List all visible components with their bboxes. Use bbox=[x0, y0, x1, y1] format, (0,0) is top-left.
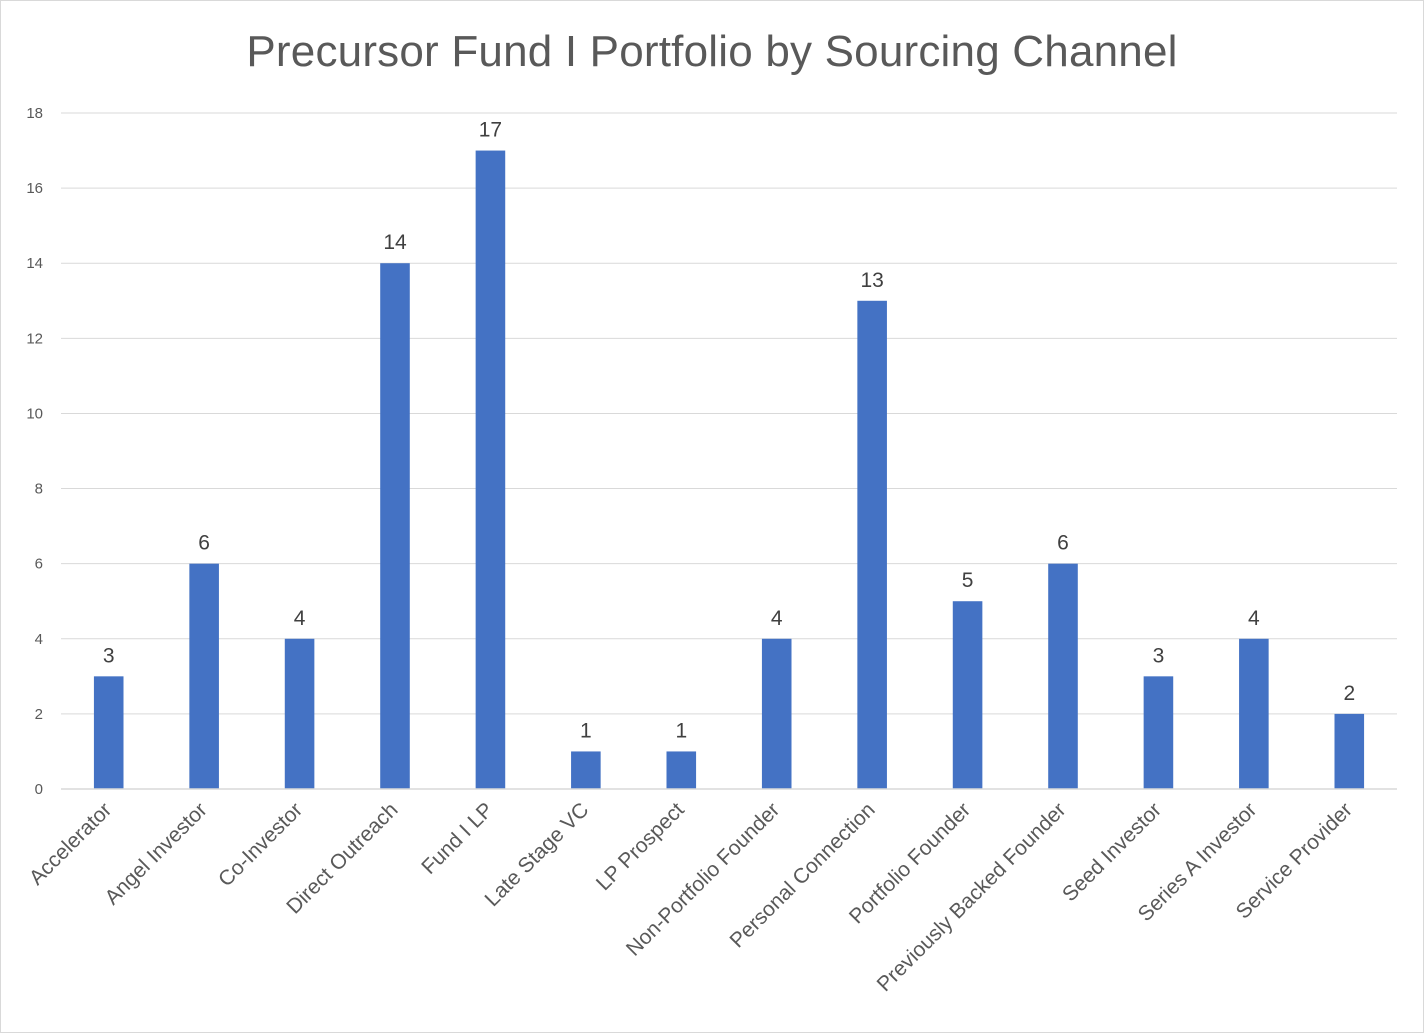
bar bbox=[189, 563, 219, 789]
bar bbox=[952, 601, 983, 789]
bar bbox=[761, 638, 792, 789]
y-tick-label: 10 bbox=[26, 405, 43, 422]
data-label: 2 bbox=[1343, 682, 1355, 705]
data-label: 3 bbox=[103, 644, 115, 667]
data-label: 1 bbox=[580, 719, 592, 742]
bar bbox=[571, 751, 601, 789]
data-label: 4 bbox=[1248, 607, 1260, 630]
y-axis: 0 2 4 6 8 10 12 14 16 18 bbox=[26, 105, 43, 798]
data-label: 4 bbox=[771, 607, 783, 630]
bar bbox=[1048, 563, 1078, 789]
x-tick-label: Fund I LP bbox=[417, 798, 498, 879]
y-tick-label: 16 bbox=[26, 180, 43, 197]
y-tick-label: 6 bbox=[35, 556, 43, 573]
bar bbox=[1143, 676, 1174, 789]
y-tick-label: 4 bbox=[35, 631, 43, 648]
x-tick-label: LP Prospect bbox=[592, 798, 689, 895]
bar bbox=[857, 300, 887, 789]
x-tick-label: Seed Investor bbox=[1058, 798, 1166, 906]
y-tick-label: 8 bbox=[35, 481, 43, 498]
x-tick-label: Late Stage VC bbox=[481, 798, 594, 911]
data-label: 6 bbox=[1057, 532, 1069, 555]
bar bbox=[380, 263, 410, 789]
gridlines bbox=[61, 112, 1397, 715]
y-tick-label: 2 bbox=[35, 706, 43, 723]
data-label: 5 bbox=[962, 569, 974, 592]
bar bbox=[1334, 713, 1365, 789]
x-tick-label: Previously Backed Founder bbox=[873, 798, 1071, 996]
bar bbox=[1239, 638, 1269, 789]
data-label: 4 bbox=[294, 607, 306, 630]
bar bbox=[666, 751, 697, 789]
bar bbox=[284, 638, 315, 789]
bars bbox=[93, 150, 1365, 790]
data-label: 17 bbox=[479, 119, 502, 142]
y-tick-label: 14 bbox=[26, 255, 43, 272]
x-tick-label: Co-Investor bbox=[214, 798, 307, 891]
y-tick-label: 0 bbox=[35, 781, 43, 798]
x-tick-label: Non-Portfolio Founder bbox=[622, 798, 784, 960]
data-label: 1 bbox=[675, 719, 687, 742]
y-tick-label: 12 bbox=[26, 330, 43, 347]
chart-title: Precursor Fund I Portfolio by Sourcing C… bbox=[246, 27, 1178, 76]
x-tick-label: Accelerator bbox=[25, 798, 116, 889]
data-label: 13 bbox=[860, 269, 883, 292]
bar bbox=[475, 150, 506, 790]
data-label: 6 bbox=[198, 532, 210, 555]
bar bbox=[93, 676, 124, 789]
x-tick-label: Angel Investor bbox=[100, 798, 211, 909]
data-label: 3 bbox=[1153, 644, 1165, 667]
y-tick-label: 18 bbox=[26, 105, 43, 122]
data-label: 14 bbox=[383, 231, 407, 254]
